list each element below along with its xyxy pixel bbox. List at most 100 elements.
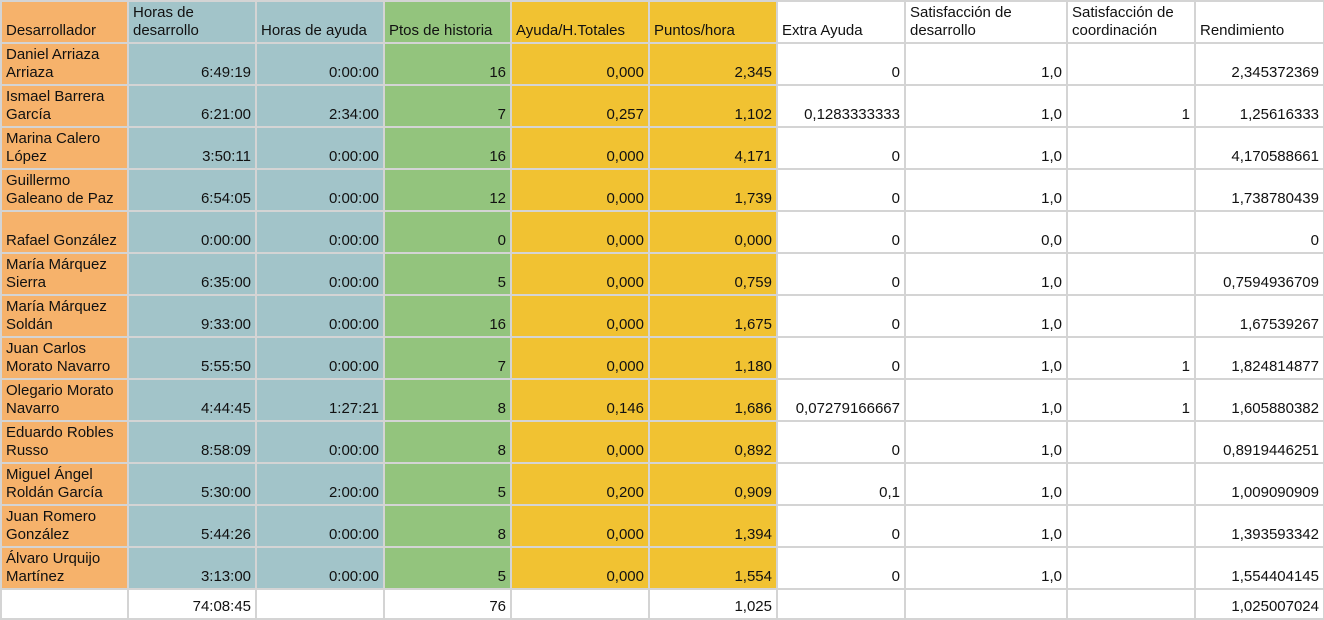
cell-dev-satisfaction[interactable]: 1,0 <box>904 336 1068 380</box>
total-cell-developer[interactable] <box>0 588 129 620</box>
cell-help-ratio[interactable]: 0,200 <box>510 462 650 506</box>
cell-help-ratio[interactable]: 0,000 <box>510 336 650 380</box>
cell-help-hours[interactable]: 0:00:00 <box>255 420 385 464</box>
cell-dev-hours[interactable]: 5:30:00 <box>127 462 257 506</box>
cell-dev-satisfaction[interactable]: 1,0 <box>904 252 1068 296</box>
cell-help-ratio[interactable]: 0,146 <box>510 378 650 422</box>
cell-extra-help[interactable]: 0,07279166667 <box>776 378 906 422</box>
cell-points-per-hour[interactable]: 1,554 <box>648 546 778 590</box>
cell-story-points[interactable]: 7 <box>383 336 512 380</box>
cell-performance[interactable]: 1,824814877 <box>1194 336 1324 380</box>
cell-developer[interactable]: Daniel Arriaza Arriaza <box>0 42 129 86</box>
cell-help-ratio[interactable]: 0,000 <box>510 546 650 590</box>
cell-extra-help[interactable]: 0 <box>776 252 906 296</box>
cell-story-points[interactable]: 16 <box>383 126 512 170</box>
cell-story-points[interactable]: 16 <box>383 42 512 86</box>
cell-points-per-hour[interactable]: 1,394 <box>648 504 778 548</box>
cell-performance[interactable]: 4,170588661 <box>1194 126 1324 170</box>
cell-performance[interactable]: 1,554404145 <box>1194 546 1324 590</box>
cell-dev-satisfaction[interactable]: 1,0 <box>904 42 1068 86</box>
cell-dev-satisfaction[interactable]: 1,0 <box>904 378 1068 422</box>
cell-extra-help[interactable]: 0 <box>776 294 906 338</box>
cell-extra-help[interactable]: 0 <box>776 168 906 212</box>
cell-help-ratio[interactable]: 0,000 <box>510 210 650 254</box>
cell-points-per-hour[interactable]: 1,180 <box>648 336 778 380</box>
cell-developer[interactable]: Juan Carlos Morato Navarro <box>0 336 129 380</box>
cell-coord-satisfaction[interactable]: 1 <box>1066 378 1196 422</box>
header-cell-dev-satisfaction[interactable]: Satisfacción de desarrollo <box>904 0 1068 44</box>
cell-performance[interactable]: 0,7594936709 <box>1194 252 1324 296</box>
cell-performance[interactable]: 1,25616333 <box>1194 84 1324 128</box>
cell-help-ratio[interactable]: 0,000 <box>510 504 650 548</box>
cell-story-points[interactable]: 8 <box>383 378 512 422</box>
cell-coord-satisfaction[interactable] <box>1066 252 1196 296</box>
header-cell-extra-help[interactable]: Extra Ayuda <box>776 0 906 44</box>
cell-points-per-hour[interactable]: 0,000 <box>648 210 778 254</box>
cell-performance[interactable]: 1,738780439 <box>1194 168 1324 212</box>
total-cell-help-ratio[interactable] <box>510 588 650 620</box>
total-cell-extra-help[interactable] <box>776 588 906 620</box>
cell-help-ratio[interactable]: 0,000 <box>510 126 650 170</box>
cell-performance[interactable]: 0 <box>1194 210 1324 254</box>
header-cell-story-points[interactable]: Ptos de historia <box>383 0 512 44</box>
cell-story-points[interactable]: 5 <box>383 546 512 590</box>
cell-dev-satisfaction[interactable]: 1,0 <box>904 462 1068 506</box>
cell-developer[interactable]: Marina Calero López <box>0 126 129 170</box>
cell-coord-satisfaction[interactable] <box>1066 546 1196 590</box>
cell-dev-satisfaction[interactable]: 1,0 <box>904 504 1068 548</box>
cell-dev-satisfaction[interactable]: 1,0 <box>904 126 1068 170</box>
cell-dev-hours[interactable]: 9:33:00 <box>127 294 257 338</box>
cell-developer[interactable]: María Márquez Sierra <box>0 252 129 296</box>
cell-dev-hours[interactable]: 8:58:09 <box>127 420 257 464</box>
cell-help-hours[interactable]: 0:00:00 <box>255 336 385 380</box>
cell-developer[interactable]: Olegario Morato Navarro <box>0 378 129 422</box>
header-cell-help-hours[interactable]: Horas de ayuda <box>255 0 385 44</box>
cell-points-per-hour[interactable]: 0,892 <box>648 420 778 464</box>
cell-story-points[interactable]: 5 <box>383 252 512 296</box>
cell-story-points[interactable]: 8 <box>383 504 512 548</box>
cell-coord-satisfaction[interactable] <box>1066 504 1196 548</box>
cell-story-points[interactable]: 16 <box>383 294 512 338</box>
header-cell-dev-hours[interactable]: Horas de desarrollo <box>127 0 257 44</box>
header-cell-coord-satisfaction[interactable]: Satisfacción de coordinación <box>1066 0 1196 44</box>
cell-help-hours[interactable]: 0:00:00 <box>255 210 385 254</box>
cell-extra-help[interactable]: 0 <box>776 420 906 464</box>
header-cell-points-per-hour[interactable]: Puntos/hora <box>648 0 778 44</box>
cell-help-hours[interactable]: 0:00:00 <box>255 546 385 590</box>
cell-points-per-hour[interactable]: 0,909 <box>648 462 778 506</box>
header-cell-help-ratio[interactable]: Ayuda/H.Totales <box>510 0 650 44</box>
cell-extra-help[interactable]: 0 <box>776 546 906 590</box>
cell-developer[interactable]: Juan Romero González <box>0 504 129 548</box>
cell-developer[interactable]: Eduardo Robles Russo <box>0 420 129 464</box>
cell-help-ratio[interactable]: 0,257 <box>510 84 650 128</box>
cell-coord-satisfaction[interactable] <box>1066 42 1196 86</box>
total-cell-points-per-hour[interactable]: 1,025 <box>648 588 778 620</box>
cell-dev-satisfaction[interactable]: 1,0 <box>904 168 1068 212</box>
total-cell-dev-hours[interactable]: 74:08:45 <box>127 588 257 620</box>
cell-extra-help[interactable]: 0 <box>776 504 906 548</box>
cell-story-points[interactable]: 8 <box>383 420 512 464</box>
cell-extra-help[interactable]: 0,1 <box>776 462 906 506</box>
cell-performance[interactable]: 0,8919446251 <box>1194 420 1324 464</box>
cell-points-per-hour[interactable]: 0,759 <box>648 252 778 296</box>
cell-extra-help[interactable]: 0 <box>776 126 906 170</box>
cell-points-per-hour[interactable]: 4,171 <box>648 126 778 170</box>
cell-coord-satisfaction[interactable] <box>1066 210 1196 254</box>
cell-help-ratio[interactable]: 0,000 <box>510 168 650 212</box>
total-cell-coord-satisfaction[interactable] <box>1066 588 1196 620</box>
cell-coord-satisfaction[interactable]: 1 <box>1066 84 1196 128</box>
cell-dev-hours[interactable]: 0:00:00 <box>127 210 257 254</box>
cell-dev-hours[interactable]: 3:50:11 <box>127 126 257 170</box>
cell-coord-satisfaction[interactable] <box>1066 168 1196 212</box>
cell-developer[interactable]: Ismael Barrera García <box>0 84 129 128</box>
cell-help-hours[interactable]: 2:34:00 <box>255 84 385 128</box>
cell-extra-help[interactable]: 0,1283333333 <box>776 84 906 128</box>
cell-developer[interactable]: Álvaro Urquijo Martínez <box>0 546 129 590</box>
cell-dev-hours[interactable]: 3:13:00 <box>127 546 257 590</box>
cell-dev-satisfaction[interactable]: 1,0 <box>904 420 1068 464</box>
cell-help-hours[interactable]: 0:00:00 <box>255 294 385 338</box>
cell-points-per-hour[interactable]: 1,102 <box>648 84 778 128</box>
cell-dev-hours[interactable]: 6:35:00 <box>127 252 257 296</box>
cell-dev-hours[interactable]: 4:44:45 <box>127 378 257 422</box>
cell-points-per-hour[interactable]: 1,739 <box>648 168 778 212</box>
